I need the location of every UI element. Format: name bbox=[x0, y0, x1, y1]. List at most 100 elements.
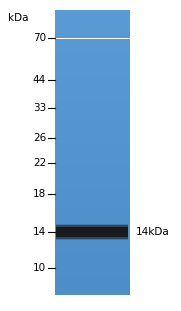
Bar bbox=[55, 154, 130, 156]
Bar bbox=[55, 272, 130, 274]
Bar bbox=[55, 78, 130, 80]
Text: 10: 10 bbox=[33, 263, 46, 273]
Bar bbox=[55, 288, 130, 289]
Bar bbox=[55, 12, 130, 13]
Bar bbox=[55, 24, 130, 26]
Bar bbox=[55, 185, 130, 187]
Bar bbox=[55, 291, 130, 292]
Text: 14kDa: 14kDa bbox=[136, 227, 170, 237]
Bar bbox=[55, 254, 130, 255]
Bar bbox=[55, 232, 130, 234]
Bar bbox=[55, 184, 130, 185]
Bar bbox=[55, 179, 130, 181]
Bar bbox=[55, 43, 130, 44]
Bar bbox=[55, 144, 130, 145]
Bar bbox=[55, 217, 130, 218]
Bar bbox=[55, 33, 130, 34]
Bar bbox=[55, 268, 130, 269]
Bar bbox=[55, 150, 130, 151]
Bar bbox=[55, 121, 130, 123]
Bar bbox=[55, 29, 130, 30]
Bar bbox=[55, 274, 130, 275]
Bar bbox=[55, 19, 130, 20]
Bar bbox=[55, 67, 130, 68]
Bar bbox=[55, 225, 130, 227]
Bar bbox=[56, 224, 128, 240]
Bar bbox=[55, 103, 130, 104]
Bar bbox=[55, 27, 130, 29]
Bar bbox=[55, 198, 130, 200]
Bar bbox=[55, 77, 130, 78]
Bar bbox=[55, 37, 130, 39]
Bar bbox=[55, 265, 130, 267]
Bar bbox=[55, 118, 130, 120]
Bar bbox=[55, 100, 130, 101]
Bar bbox=[55, 117, 130, 118]
Bar bbox=[55, 214, 130, 215]
Text: 22: 22 bbox=[33, 158, 46, 168]
Bar bbox=[55, 64, 130, 66]
Text: 26: 26 bbox=[33, 133, 46, 143]
Bar bbox=[55, 128, 130, 130]
Bar bbox=[55, 97, 130, 98]
Bar bbox=[55, 94, 130, 95]
Bar bbox=[55, 70, 130, 71]
Bar bbox=[55, 165, 130, 167]
Bar bbox=[55, 125, 130, 127]
Bar bbox=[55, 152, 130, 154]
Bar bbox=[55, 248, 130, 249]
Bar bbox=[55, 239, 130, 241]
Bar bbox=[55, 93, 130, 94]
Bar bbox=[55, 138, 130, 140]
Bar bbox=[55, 244, 130, 245]
Bar bbox=[55, 47, 130, 49]
Bar bbox=[55, 31, 130, 33]
Bar bbox=[55, 257, 130, 258]
Bar bbox=[55, 164, 130, 165]
Bar bbox=[55, 259, 130, 261]
Text: 44: 44 bbox=[33, 75, 46, 85]
Bar bbox=[55, 16, 130, 17]
Bar bbox=[55, 84, 130, 86]
Bar bbox=[55, 131, 130, 132]
Bar bbox=[55, 173, 130, 174]
Bar bbox=[55, 234, 130, 235]
Bar bbox=[55, 220, 130, 221]
Bar bbox=[55, 194, 130, 195]
Bar bbox=[55, 80, 130, 81]
Bar bbox=[55, 44, 130, 46]
Bar bbox=[55, 183, 130, 184]
Bar bbox=[55, 158, 130, 160]
Bar bbox=[55, 157, 130, 158]
Bar bbox=[55, 218, 130, 220]
Bar bbox=[55, 107, 130, 108]
Bar bbox=[55, 56, 130, 57]
Bar bbox=[55, 17, 130, 19]
Bar bbox=[55, 227, 130, 228]
Bar bbox=[55, 66, 130, 67]
Text: 33: 33 bbox=[33, 103, 46, 113]
Bar bbox=[55, 41, 130, 43]
Bar bbox=[55, 95, 130, 97]
Bar bbox=[55, 34, 130, 36]
Bar bbox=[55, 242, 130, 244]
Bar bbox=[55, 255, 130, 257]
Text: 18: 18 bbox=[33, 189, 46, 199]
Bar bbox=[55, 91, 130, 93]
Text: 70: 70 bbox=[33, 33, 46, 43]
Bar bbox=[55, 289, 130, 291]
Bar bbox=[55, 208, 130, 210]
Text: 14: 14 bbox=[33, 227, 46, 237]
Bar bbox=[55, 30, 130, 31]
Bar bbox=[55, 211, 130, 212]
Bar bbox=[55, 98, 130, 100]
Bar bbox=[55, 178, 130, 179]
Bar bbox=[55, 168, 130, 169]
Bar bbox=[55, 161, 130, 162]
Bar bbox=[55, 110, 130, 111]
Bar bbox=[55, 188, 130, 189]
Bar bbox=[55, 262, 130, 264]
Bar bbox=[55, 205, 130, 207]
Bar bbox=[55, 294, 130, 295]
Bar bbox=[55, 201, 130, 202]
